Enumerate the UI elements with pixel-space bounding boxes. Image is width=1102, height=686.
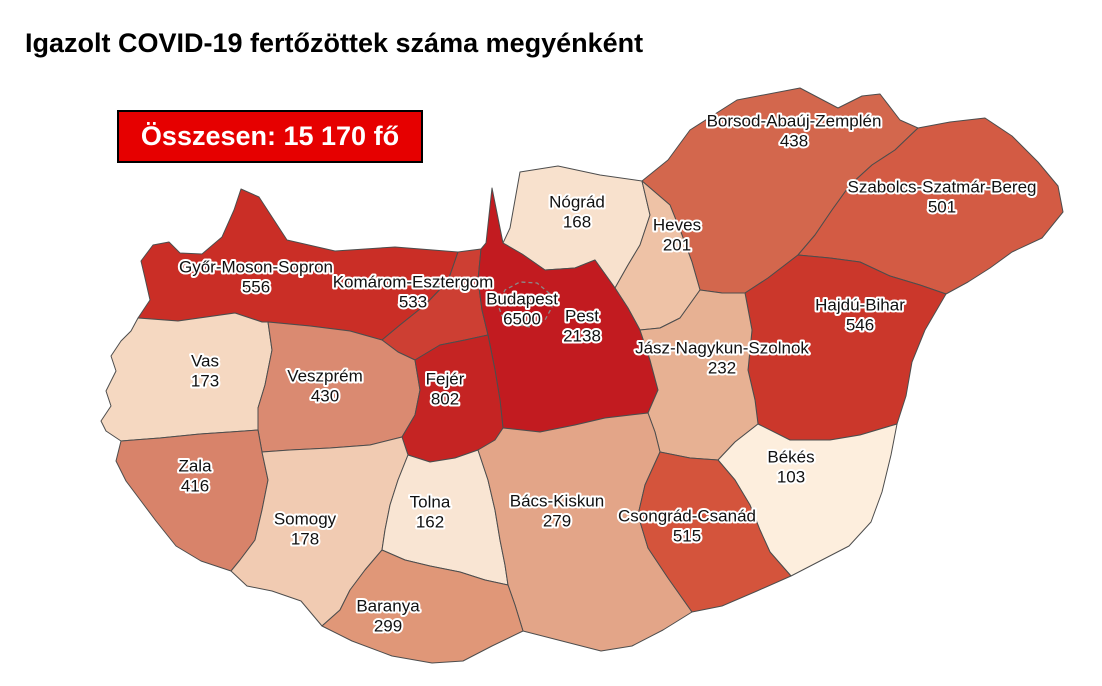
county-label-name-budapest: Budapest xyxy=(486,289,558,308)
county-label-name-szabolcs: Szabolcs-Szatmár-Bereg xyxy=(848,177,1037,196)
county-label-value-szabolcs: 501 xyxy=(928,197,956,216)
county-label-value-veszprem: 430 xyxy=(311,386,339,405)
county-csongrad xyxy=(637,451,792,613)
county-baranya xyxy=(321,549,524,664)
county-label-value-pest: 2138 xyxy=(563,326,601,345)
county-label-value-fejer: 802 xyxy=(431,389,459,408)
county-label-value-tolna: 162 xyxy=(416,512,444,531)
county-label-name-veszprem: Veszprém xyxy=(287,366,363,385)
county-label-value-nograd: 168 xyxy=(563,212,591,231)
county-label-value-csongrad: 515 xyxy=(673,526,701,545)
county-label-name-bekes: Békés xyxy=(767,447,814,466)
county-label-name-jasz: Jász-Nagykun-Szolnok xyxy=(635,338,809,357)
county-label-name-borsod: Borsod-Abaúj-Zemplén xyxy=(707,111,882,130)
county-vas xyxy=(100,312,273,442)
county-label-name-pest: Pest xyxy=(565,306,599,325)
county-bacs xyxy=(477,412,693,652)
county-label-value-jasz: 232 xyxy=(708,358,736,377)
county-label-value-komarom: 533 xyxy=(399,292,427,311)
county-label-value-gyor: 556 xyxy=(242,277,270,296)
county-label-name-csongrad: Csongrád-Csanád xyxy=(618,506,756,525)
county-label-name-bacs: Bács-Kiskun xyxy=(510,491,604,510)
county-label-name-fejer: Fejér xyxy=(426,369,465,388)
county-label-name-tolna: Tolna xyxy=(410,492,451,511)
county-label-value-borsod: 438 xyxy=(780,131,808,150)
county-label-value-somogy: 178 xyxy=(291,529,319,548)
county-label-value-bekes: 103 xyxy=(777,467,805,486)
county-label-name-gyor: Győr-Moson-Sopron xyxy=(179,257,333,276)
total-badge: Összesen: 15 170 fő xyxy=(117,110,423,163)
county-label-value-hajdu: 546 xyxy=(846,315,874,334)
county-label-name-vas: Vas xyxy=(191,351,219,370)
county-zala xyxy=(115,429,269,572)
county-label-value-baranya: 299 xyxy=(374,616,402,635)
county-label-value-budapest: 6500 xyxy=(503,309,541,328)
county-label-value-heves: 201 xyxy=(663,235,691,254)
county-label-value-zala: 416 xyxy=(181,476,209,495)
county-label-name-heves: Heves xyxy=(653,215,701,234)
county-label-value-bacs: 279 xyxy=(543,511,571,530)
county-label-name-komarom: Komárom-Esztergom xyxy=(333,272,494,291)
county-label-name-zala: Zala xyxy=(178,456,212,475)
county-label-name-baranya: Baranya xyxy=(356,596,420,615)
county-label-name-hajdu: Hajdú-Bihar xyxy=(815,295,905,314)
county-label-name-somogy: Somogy xyxy=(274,509,337,528)
county-budapest xyxy=(497,281,553,328)
page-title: Igazolt COVID-19 fertőzöttek száma megyé… xyxy=(25,28,644,58)
county-label-name-nograd: Nógrád xyxy=(549,192,605,211)
county-label-value-vas: 173 xyxy=(191,371,219,390)
